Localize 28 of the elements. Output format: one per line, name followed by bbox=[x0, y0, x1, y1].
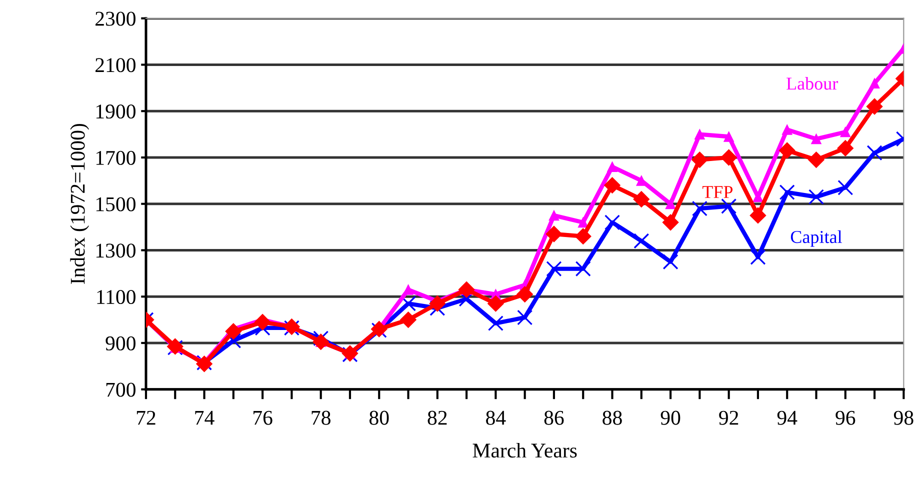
x-tick-label: 92 bbox=[719, 410, 738, 425]
x-tick-label: 96 bbox=[836, 410, 856, 425]
y-tick-label: 900 bbox=[106, 336, 136, 350]
x-tick-label: 86 bbox=[544, 410, 564, 425]
y-tick-label: 1700 bbox=[96, 150, 136, 165]
x-tick-label: 90 bbox=[660, 410, 680, 425]
y-axis-title: Index (1972=1000) bbox=[70, 124, 90, 284]
x-tick-label: 94 bbox=[777, 410, 798, 425]
x-tick-label: 74 bbox=[195, 410, 214, 425]
y-tick-label: 1300 bbox=[96, 244, 136, 258]
series-label: Capital bbox=[790, 230, 842, 247]
x-tick-label: 78 bbox=[312, 410, 330, 425]
y-tick-label: 700 bbox=[106, 382, 136, 397]
series-label: Labour bbox=[786, 77, 838, 90]
y-tick-label: 1500 bbox=[96, 197, 136, 212]
x-tick-label: 76 bbox=[254, 410, 272, 425]
series-label: TFP bbox=[702, 186, 733, 198]
x-tick-label: 72 bbox=[136, 410, 156, 425]
x-tick-label: 82 bbox=[428, 410, 447, 425]
x-tick-label: 98 bbox=[894, 410, 914, 425]
y-tick-label: 2300 bbox=[96, 12, 136, 26]
x-axis-title: March Years bbox=[472, 442, 577, 458]
x-tick-label: 80 bbox=[370, 410, 389, 425]
x-tick-label: 88 bbox=[602, 410, 622, 425]
x-tick-label: 84 bbox=[486, 410, 506, 425]
y-tick-label: 1900 bbox=[96, 104, 136, 119]
y-tick-label: 1100 bbox=[97, 290, 136, 304]
y-tick-label: 2100 bbox=[96, 58, 136, 72]
